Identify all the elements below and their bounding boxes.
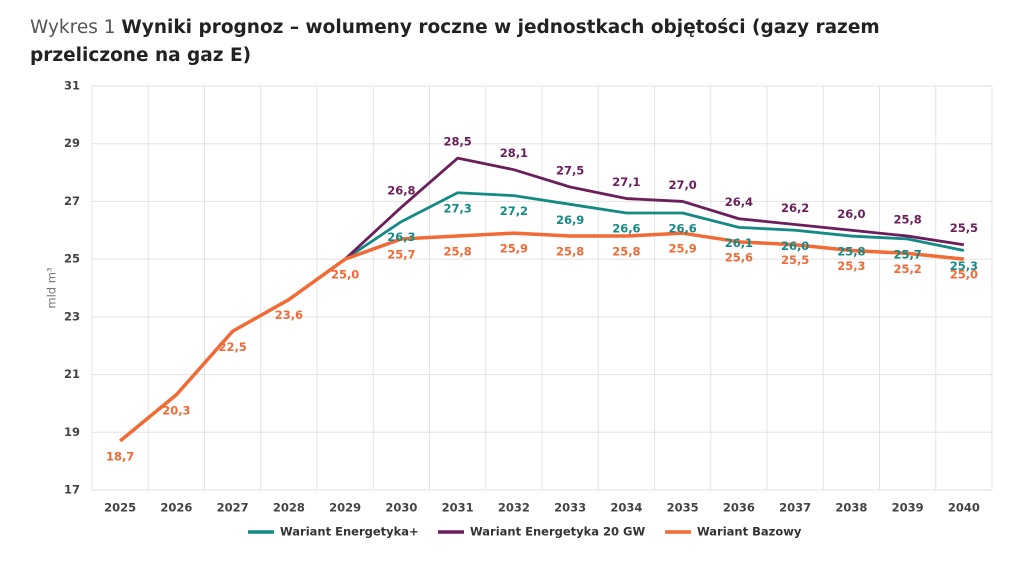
series-line bbox=[119, 231, 965, 443]
x-tick-label: 2040 bbox=[948, 501, 980, 515]
y-tick-label: 21 bbox=[64, 367, 80, 381]
data-label: 26,0 bbox=[781, 239, 809, 253]
data-label: 27,5 bbox=[556, 164, 584, 178]
title-prefix: Wykres 1 bbox=[30, 17, 116, 38]
data-label: 27,0 bbox=[668, 178, 696, 192]
y-tick-label: 27 bbox=[64, 194, 80, 208]
data-label: 26,4 bbox=[725, 195, 753, 209]
data-label: 26,0 bbox=[837, 207, 865, 221]
data-label: 25,8 bbox=[893, 213, 921, 227]
x-tick-label: 2037 bbox=[779, 501, 811, 515]
data-label: 26,8 bbox=[387, 184, 415, 198]
data-label: 22,5 bbox=[218, 340, 246, 354]
data-label: 25,8 bbox=[556, 245, 584, 259]
x-tick-label: 2026 bbox=[160, 501, 192, 515]
x-tick-label: 2033 bbox=[554, 501, 586, 515]
legend-label: Wariant Bazowy bbox=[697, 525, 802, 539]
x-tick-label: 2027 bbox=[217, 501, 249, 515]
y-axis-label: mld m³ bbox=[45, 267, 59, 309]
data-label: 25,5 bbox=[781, 253, 809, 267]
x-tick-label: 2025 bbox=[104, 501, 136, 515]
data-label: 18,7 bbox=[106, 449, 134, 463]
data-label: 26,3 bbox=[387, 230, 415, 244]
x-tick-label: 2036 bbox=[723, 501, 755, 515]
data-label: 25,3 bbox=[837, 259, 865, 273]
data-label: 28,5 bbox=[443, 135, 471, 149]
series-line bbox=[344, 156, 965, 261]
data-label: 25,8 bbox=[837, 245, 865, 259]
data-label: 27,3 bbox=[443, 201, 471, 215]
data-label: 25,7 bbox=[387, 247, 415, 261]
data-label: 26,6 bbox=[668, 221, 696, 235]
data-label: 26,2 bbox=[781, 201, 809, 215]
x-tick-label: 2039 bbox=[892, 501, 924, 515]
data-label: 25,8 bbox=[443, 245, 471, 259]
data-label: 25,9 bbox=[500, 242, 528, 256]
data-label: 20,3 bbox=[162, 403, 190, 417]
y-tick-label: 23 bbox=[64, 309, 80, 323]
title-main: Wyniki prognoz – wolumeny roczne w jedno… bbox=[30, 17, 880, 66]
data-label: 25,0 bbox=[331, 268, 359, 282]
data-label: 25,0 bbox=[950, 268, 978, 282]
x-tick-label: 2028 bbox=[273, 501, 305, 515]
y-tick-label: 17 bbox=[64, 483, 80, 497]
y-tick-label: 25 bbox=[64, 252, 80, 266]
data-label: 25,3 bbox=[950, 259, 978, 273]
data-label: 25,5 bbox=[950, 221, 978, 235]
x-tick-label: 2032 bbox=[498, 501, 530, 515]
y-tick-label: 19 bbox=[64, 425, 80, 439]
data-label: 27,1 bbox=[612, 175, 640, 189]
data-label: 26,6 bbox=[612, 221, 640, 235]
data-label: 26,9 bbox=[556, 213, 584, 227]
x-tick-label: 2031 bbox=[442, 501, 474, 515]
data-label: 25,9 bbox=[668, 242, 696, 256]
x-tick-label: 2034 bbox=[610, 501, 642, 515]
data-label: 27,2 bbox=[500, 204, 528, 218]
series-line bbox=[344, 191, 965, 261]
legend-label: Wariant Energetyka 20 GW bbox=[470, 525, 645, 539]
data-label: 26,1 bbox=[725, 236, 753, 250]
y-tick-label: 31 bbox=[64, 79, 80, 93]
x-tick-label: 2038 bbox=[835, 501, 867, 515]
data-label: 25,8 bbox=[612, 245, 640, 259]
data-label: 25,2 bbox=[893, 262, 921, 276]
data-label: 28,1 bbox=[500, 146, 528, 160]
x-tick-label: 2030 bbox=[385, 501, 417, 515]
x-tick-label: 2029 bbox=[329, 501, 361, 515]
chart-title: Wykres 1 Wyniki prognoz – wolumeny roczn… bbox=[30, 14, 1000, 70]
data-label: 25,6 bbox=[725, 250, 753, 264]
x-tick-label: 2035 bbox=[667, 501, 699, 515]
legend-label: Wariant Energetyka+ bbox=[280, 525, 419, 539]
data-label: 25,7 bbox=[893, 247, 921, 261]
data-label: 23,6 bbox=[275, 308, 303, 322]
y-tick-label: 29 bbox=[64, 136, 80, 150]
